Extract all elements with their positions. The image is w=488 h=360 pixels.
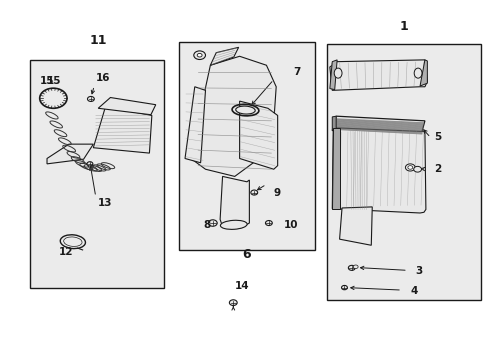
Ellipse shape xyxy=(220,220,246,229)
Circle shape xyxy=(87,96,94,102)
Text: 15: 15 xyxy=(47,76,61,86)
Polygon shape xyxy=(184,87,205,163)
Text: 13: 13 xyxy=(98,198,113,208)
Polygon shape xyxy=(329,60,336,90)
Text: 1: 1 xyxy=(399,20,408,33)
Polygon shape xyxy=(331,116,424,135)
Bar xyxy=(183,53,307,235)
Text: 8: 8 xyxy=(203,220,210,230)
Ellipse shape xyxy=(413,68,421,78)
Text: 6: 6 xyxy=(242,248,251,261)
Text: 11: 11 xyxy=(89,34,107,47)
Circle shape xyxy=(193,51,205,59)
Polygon shape xyxy=(47,144,93,164)
Polygon shape xyxy=(93,107,152,153)
Circle shape xyxy=(352,265,357,269)
Text: 7: 7 xyxy=(293,67,300,77)
Text: 14: 14 xyxy=(234,281,249,291)
Circle shape xyxy=(347,265,354,270)
Circle shape xyxy=(208,220,217,226)
Text: 2: 2 xyxy=(433,164,440,174)
Text: 4: 4 xyxy=(409,286,417,296)
Polygon shape xyxy=(188,56,276,176)
Circle shape xyxy=(229,300,237,306)
Circle shape xyxy=(413,166,421,172)
Polygon shape xyxy=(329,60,427,90)
Polygon shape xyxy=(331,128,425,213)
Ellipse shape xyxy=(333,68,341,78)
Polygon shape xyxy=(220,176,249,228)
Text: 9: 9 xyxy=(273,188,280,198)
Polygon shape xyxy=(239,101,277,169)
Text: 16: 16 xyxy=(96,73,110,83)
Circle shape xyxy=(197,53,202,57)
Ellipse shape xyxy=(235,106,255,114)
Text: 10: 10 xyxy=(283,220,297,230)
Bar xyxy=(327,44,480,300)
Circle shape xyxy=(265,221,272,226)
Polygon shape xyxy=(339,207,371,245)
Circle shape xyxy=(407,166,412,169)
Text: 3: 3 xyxy=(414,266,422,276)
Circle shape xyxy=(341,285,346,290)
Circle shape xyxy=(250,190,257,195)
Polygon shape xyxy=(98,98,156,115)
Bar xyxy=(178,42,315,250)
Polygon shape xyxy=(331,128,339,209)
Bar xyxy=(30,60,163,288)
Polygon shape xyxy=(210,47,238,65)
Polygon shape xyxy=(419,60,427,86)
Text: 5: 5 xyxy=(433,132,440,142)
Text: 12: 12 xyxy=(59,247,74,257)
Text: 15: 15 xyxy=(40,76,54,86)
Polygon shape xyxy=(331,116,335,131)
Circle shape xyxy=(405,164,414,171)
Circle shape xyxy=(87,162,93,166)
